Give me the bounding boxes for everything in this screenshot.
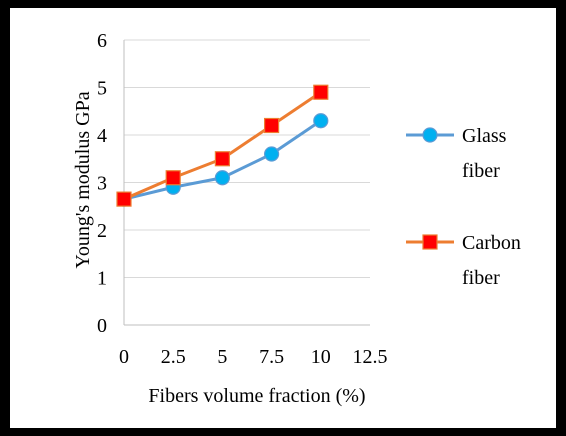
axes: [123, 40, 370, 326]
legend: Glass fiber Carbon fiber: [406, 125, 521, 289]
legend-marker-1: [422, 234, 438, 250]
legend-label-1: Carbon: [462, 232, 521, 254]
data-point: [165, 170, 181, 186]
x-axis-title: Fibers volume fraction (%): [148, 385, 365, 407]
data-point: [264, 146, 280, 162]
y-tick-labels: 0 1 2 3 4 5 6: [97, 30, 107, 337]
chart-frame: 0 1 2 3 4 5 6 0 2.5 5 7.5 10 12.5 Young's modulus G…: [10, 8, 556, 428]
x-tick-labels: 0 2.5 5 7.5 10 12.5: [119, 346, 388, 368]
y-tick-label: 4: [97, 125, 107, 147]
data-point: [116, 191, 132, 207]
legend-label-0: fiber: [462, 160, 500, 182]
data-point: [264, 117, 280, 134]
y-tick-label: 5: [97, 78, 107, 100]
data-series: [116, 84, 329, 207]
x-tick-label: 12.5: [353, 346, 388, 368]
y-tick-label: 3: [97, 173, 107, 195]
x-tick-label: 2.5: [161, 346, 186, 368]
x-tick-label: 7.5: [259, 346, 284, 368]
y-tick-label: 6: [97, 30, 107, 52]
x-tick-label: 0: [119, 346, 129, 368]
y-tick-label: 1: [97, 268, 107, 290]
legend-label-1: fiber: [462, 267, 500, 289]
y-tick-label: 0: [97, 315, 107, 337]
data-point: [214, 170, 230, 186]
y-tick-label: 2: [97, 220, 107, 242]
x-tick-label: 5: [217, 346, 227, 368]
y-axis-title: Young's modulus GPa: [72, 91, 94, 268]
data-point: [214, 151, 230, 167]
data-point: [313, 113, 329, 129]
line-chart: 0 1 2 3 4 5 6 0 2.5 5 7.5 10 12.5 Young's modulus G…: [72, 30, 521, 407]
x-tick-label: 10: [311, 346, 331, 368]
data-point: [313, 84, 329, 100]
legend-marker-0: [422, 127, 438, 143]
gridlines: [124, 39, 370, 278]
legend-label-0: Glass: [462, 125, 507, 147]
